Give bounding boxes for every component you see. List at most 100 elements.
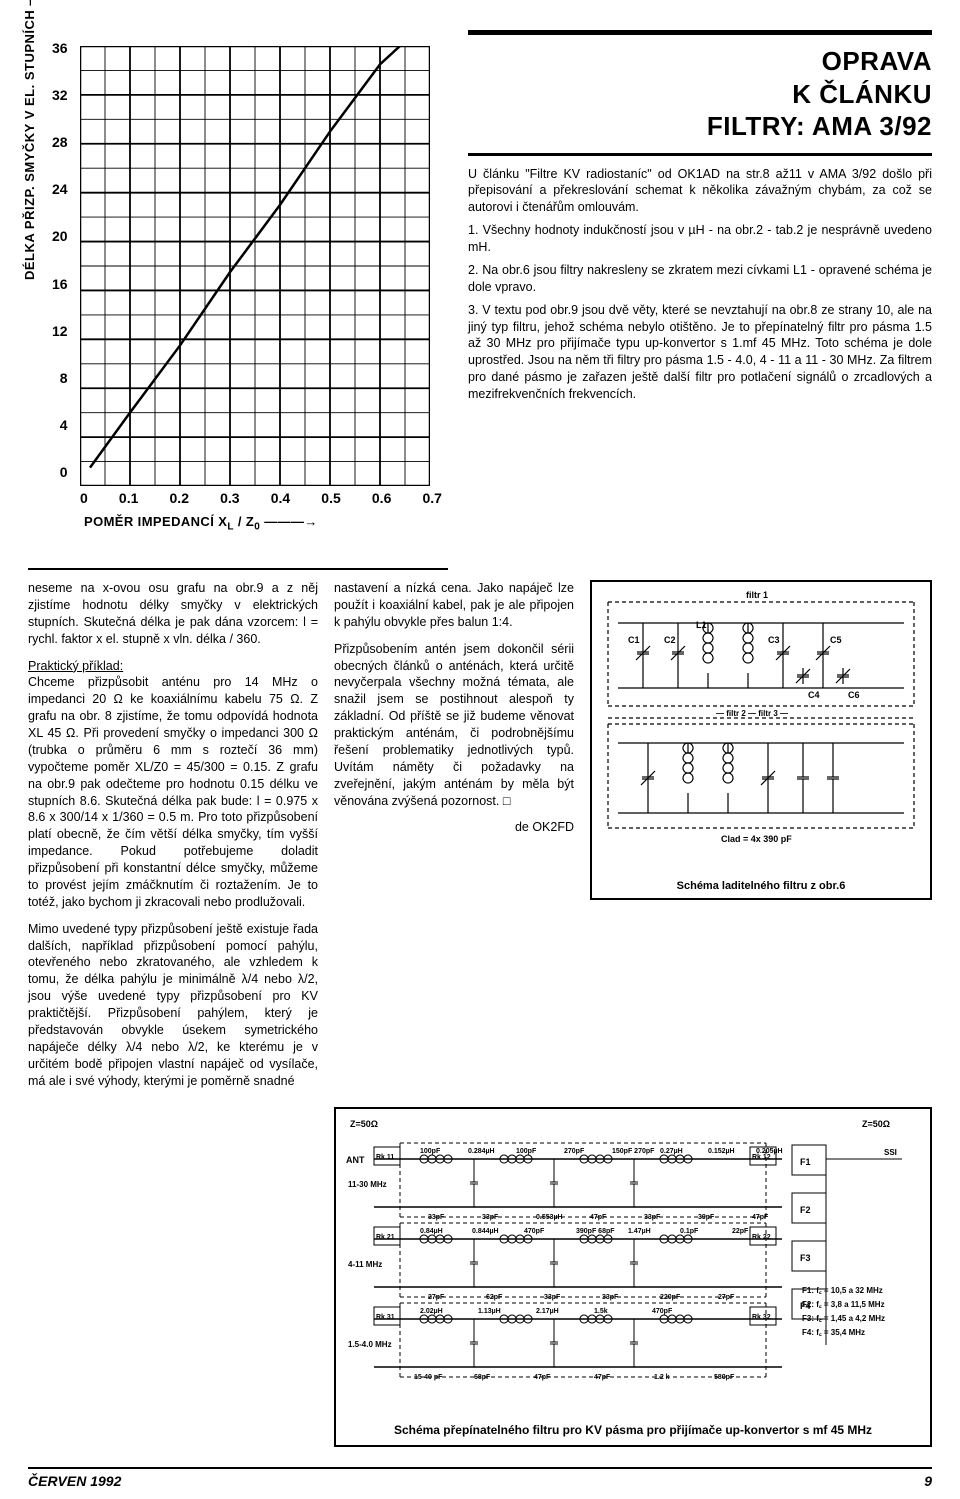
svg-text:470pF: 470pF bbox=[652, 1308, 673, 1315]
svg-text:220pF: 220pF bbox=[660, 1294, 681, 1301]
svg-text:1.13µH: 1.13µH bbox=[478, 1308, 501, 1315]
schematic-small-caption: Schéma laditelného filtru z obr.6 bbox=[598, 880, 924, 892]
svg-text:33pF: 33pF bbox=[482, 1214, 499, 1221]
svg-text:SSI: SSI bbox=[884, 1148, 897, 1157]
svg-text:150pF 270pF: 150pF 270pF bbox=[612, 1148, 655, 1155]
schematic-big-wrap: Z=50ΩANTRk 11Rk 1211-30 MHzRk 21Rk 224-1… bbox=[334, 1107, 932, 1447]
svg-text:Rk 21: Rk 21 bbox=[376, 1234, 395, 1241]
headline: OPRAVA K ČLÁNKU FILTRY: AMA 3/92 bbox=[468, 45, 932, 143]
svg-text:F4: f꜀ = 35,4 MHz: F4: f꜀ = 35,4 MHz bbox=[802, 1328, 865, 1337]
svg-text:Rk 12: Rk 12 bbox=[752, 1154, 771, 1161]
paragraph: 2. Na obr.6 jsou filtry nakresleny se zk… bbox=[468, 262, 932, 296]
schematic-small: filtr 1C1C2L1C3C5C4C6— filtr 2 — filtr 3… bbox=[590, 580, 932, 900]
chart-yticks: 36322824201612840 bbox=[52, 40, 68, 480]
schematic-big-svg: Z=50ΩANTRk 11Rk 1211-30 MHzRk 21Rk 224-1… bbox=[344, 1115, 922, 1405]
svg-text:47pF: 47pF bbox=[752, 1214, 769, 1221]
svg-text:27pF: 27pF bbox=[718, 1294, 735, 1301]
svg-text:22pF: 22pF bbox=[732, 1228, 749, 1235]
footer-date: ČERVEN 1992 bbox=[28, 1473, 121, 1489]
svg-text:47pF: 47pF bbox=[534, 1374, 551, 1381]
svg-text:F2: f꜀ = 3,8 a 11,5 MHz: F2: f꜀ = 3,8 a 11,5 MHz bbox=[802, 1300, 885, 1309]
svg-text:33pF: 33pF bbox=[644, 1214, 661, 1221]
svg-text:62pF: 62pF bbox=[486, 1294, 503, 1301]
schematic-big-caption: Schéma přepínatelného filtru pro KV pásm… bbox=[346, 1423, 920, 1437]
svg-text:33pF: 33pF bbox=[544, 1294, 561, 1301]
svg-text:100pF: 100pF bbox=[420, 1148, 441, 1155]
svg-text:270pF: 270pF bbox=[564, 1148, 585, 1155]
paragraph: neseme na x-ovou osu grafu na obr.9 a z … bbox=[28, 580, 318, 648]
svg-text:C5: C5 bbox=[830, 635, 842, 645]
rule bbox=[468, 30, 932, 35]
author-signature: de OK2FD bbox=[334, 819, 574, 836]
svg-text:0.844µH: 0.844µH bbox=[472, 1228, 499, 1235]
svg-text:F2: F2 bbox=[800, 1205, 811, 1215]
svg-text:27pF: 27pF bbox=[428, 1294, 445, 1301]
svg-text:C6: C6 bbox=[848, 690, 860, 700]
svg-text:39pF: 39pF bbox=[698, 1214, 715, 1221]
svg-text:0.152µH: 0.152µH bbox=[708, 1148, 735, 1155]
svg-text:470pF: 470pF bbox=[524, 1228, 545, 1235]
headline-line: FILTRY: AMA 3/92 bbox=[468, 110, 932, 143]
svg-text:33pF: 33pF bbox=[602, 1294, 619, 1301]
svg-text:2.17µH: 2.17µH bbox=[536, 1308, 559, 1315]
chart-xticks: 00.10.20.30.40.50.60.7 bbox=[80, 490, 442, 506]
svg-text:1.47µH: 1.47µH bbox=[628, 1228, 651, 1235]
rule bbox=[28, 568, 448, 570]
svg-text:ANT: ANT bbox=[346, 1155, 365, 1165]
svg-text:15-40 pF: 15-40 pF bbox=[414, 1374, 443, 1381]
svg-text:68pF: 68pF bbox=[474, 1374, 491, 1381]
headline-zone: OPRAVA K ČLÁNKU FILTRY: AMA 3/92 U článk… bbox=[468, 30, 932, 550]
top-row: DÉLKA PŘIZP. SMYČKY V EL. STUPNÍCH ——→ 3… bbox=[28, 30, 932, 550]
rule bbox=[468, 153, 932, 156]
paragraph: nastavení a nízká cena. Jako napáječ lze… bbox=[334, 580, 574, 631]
schematic-small-svg: filtr 1C1C2L1C3C5C4C6— filtr 2 — filtr 3… bbox=[598, 588, 924, 848]
svg-text:Rk 11: Rk 11 bbox=[376, 1154, 394, 1161]
intro-text: U článku "Filtre KV radiostaníc" od OK1A… bbox=[468, 166, 932, 403]
svg-text:C1: C1 bbox=[628, 635, 640, 645]
svg-text:47pF: 47pF bbox=[594, 1374, 611, 1381]
svg-text:F1: F1 bbox=[800, 1157, 811, 1167]
svg-text:F3: f꜀ = 1,45 a 4,2 MHz: F3: f꜀ = 1,45 a 4,2 MHz bbox=[802, 1314, 885, 1323]
svg-text:0.1pF: 0.1pF bbox=[680, 1228, 699, 1235]
svg-text:F1: f꜀ = 10,5 a 32 MHz: F1: f꜀ = 10,5 a 32 MHz bbox=[802, 1286, 883, 1295]
paragraph-body: Chceme přizpůsobit anténu pro 14 MHz o i… bbox=[28, 675, 318, 908]
paragraph: Přizpůsobením antén jsem dokončil sérii … bbox=[334, 641, 574, 810]
column-1: neseme na x-ovou osu grafu na obr.9 a z … bbox=[28, 580, 318, 1099]
svg-text:0.553µH: 0.553µH bbox=[536, 1214, 563, 1221]
svg-text:Clad = 4x 390 pF: Clad = 4x 390 pF bbox=[721, 834, 792, 844]
headline-line: OPRAVA bbox=[468, 45, 932, 78]
svg-text:filtr 1: filtr 1 bbox=[746, 590, 768, 600]
svg-text:C2: C2 bbox=[664, 635, 676, 645]
svg-text:C3: C3 bbox=[768, 635, 780, 645]
paragraph: Praktický příklad: Chceme přizpůsobit ant… bbox=[28, 658, 318, 911]
svg-text:Rk 31: Rk 31 bbox=[376, 1314, 395, 1321]
svg-text:2.02µH: 2.02µH bbox=[420, 1308, 443, 1315]
body-columns: neseme na x-ovou osu grafu na obr.9 a z … bbox=[28, 580, 932, 1099]
chart-grid bbox=[80, 46, 430, 486]
svg-text:0.205µH: 0.205µH bbox=[756, 1148, 783, 1155]
svg-text:390pF 68pF: 390pF 68pF bbox=[576, 1228, 615, 1235]
svg-text:Rk 32: Rk 32 bbox=[752, 1314, 771, 1321]
svg-text:100pF: 100pF bbox=[516, 1148, 537, 1155]
svg-text:580pF: 580pF bbox=[714, 1374, 735, 1381]
svg-text:1.5k: 1.5k bbox=[594, 1308, 608, 1315]
svg-text:0.84µH: 0.84µH bbox=[420, 1228, 443, 1235]
svg-text:Z=50Ω: Z=50Ω bbox=[350, 1119, 378, 1129]
paragraph: Mimo uvedené typy přizpůsobení ještě exi… bbox=[28, 921, 318, 1090]
svg-text:Rk 22: Rk 22 bbox=[752, 1234, 771, 1241]
page-number: 9 bbox=[924, 1473, 932, 1489]
subtitle: Praktický příklad: bbox=[28, 659, 123, 673]
svg-text:33pF: 33pF bbox=[428, 1214, 445, 1221]
chart-ylabel: DÉLKA PŘIZP. SMYČKY V EL. STUPNÍCH ——→ bbox=[22, 0, 37, 280]
svg-text:1.2 k: 1.2 k bbox=[654, 1374, 670, 1381]
headline-line: K ČLÁNKU bbox=[468, 78, 932, 111]
column-2: nastavení a nízká cena. Jako napáječ lze… bbox=[334, 580, 574, 1099]
footer: ČERVEN 1992 9 bbox=[28, 1467, 932, 1489]
paragraph: 1. Všechny hodnoty indukčností jsou v µH… bbox=[468, 222, 932, 256]
svg-text:C4: C4 bbox=[808, 690, 820, 700]
svg-text:L1: L1 bbox=[696, 620, 707, 630]
svg-text:11-30 MHz: 11-30 MHz bbox=[348, 1180, 387, 1189]
svg-text:47pF: 47pF bbox=[590, 1214, 607, 1221]
paragraph: 3. V textu pod obr.9 jsou dvě věty, kter… bbox=[468, 302, 932, 403]
chart-xlabel: POMĚR IMPEDANCÍ XL / Z0 ———→ bbox=[84, 514, 318, 533]
